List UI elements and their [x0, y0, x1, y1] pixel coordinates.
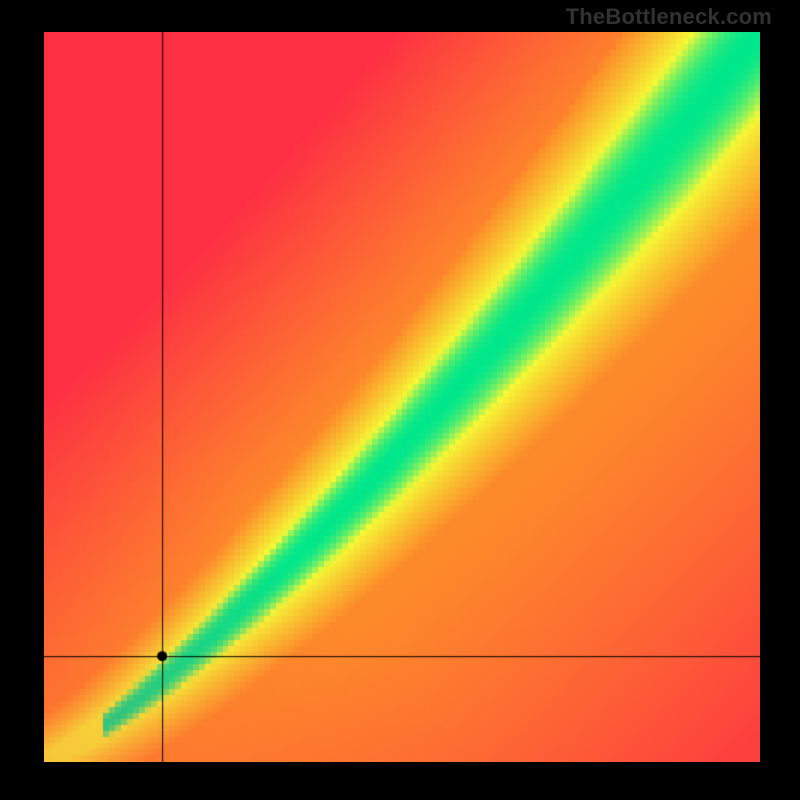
watermark-text: TheBottleneck.com: [566, 4, 772, 30]
heatmap-plot: [44, 32, 760, 762]
chart-container: TheBottleneck.com: [0, 0, 800, 800]
heatmap-canvas: [44, 32, 760, 762]
